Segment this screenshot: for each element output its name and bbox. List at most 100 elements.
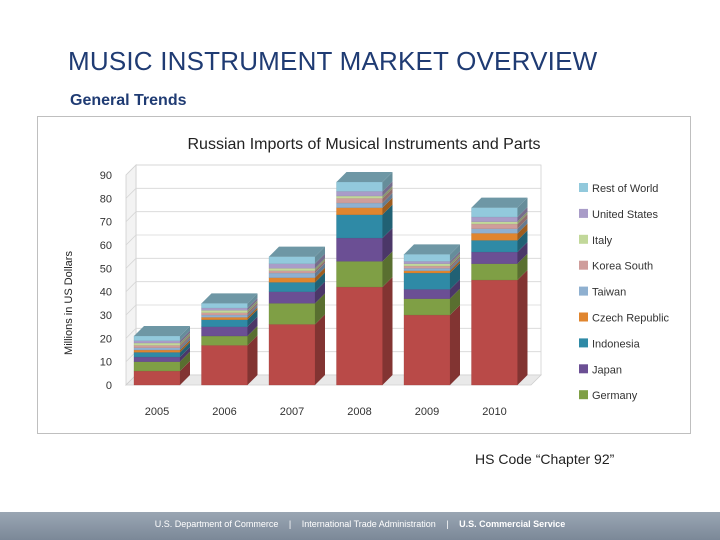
bar-top bbox=[404, 244, 460, 255]
bar-side bbox=[450, 260, 460, 273]
bar-side bbox=[247, 302, 258, 315]
bar-side bbox=[517, 253, 528, 280]
bar-side bbox=[382, 197, 393, 215]
bar-side bbox=[517, 197, 528, 217]
bar-top bbox=[134, 326, 190, 336]
hs-code-note: HS Code “Chapter 92” bbox=[475, 451, 615, 467]
bar-side bbox=[382, 228, 393, 262]
y-tick-label: 70 bbox=[100, 217, 112, 229]
x-tick-label: 2005 bbox=[145, 406, 169, 418]
y-tick-label: 20 bbox=[100, 333, 112, 345]
bar bbox=[336, 181, 383, 192]
legend-swatch bbox=[579, 183, 588, 192]
legend-swatch bbox=[579, 312, 588, 322]
footer-department: U.S. Department of Commerce bbox=[154, 519, 279, 529]
bar-side bbox=[382, 188, 393, 203]
bar-side bbox=[180, 326, 190, 341]
bar-side bbox=[315, 253, 325, 269]
bar-side bbox=[517, 211, 528, 224]
gridline bbox=[125, 211, 541, 222]
bar bbox=[268, 324, 316, 386]
y-tick-label: 0 bbox=[106, 380, 112, 392]
bar-side bbox=[450, 258, 460, 271]
bar bbox=[471, 228, 518, 234]
bar bbox=[403, 263, 451, 267]
x-tick-label: 2006 bbox=[212, 406, 236, 418]
legend-item: Taiwan bbox=[579, 286, 626, 299]
chart: Russian Imports of Musical Instruments a… bbox=[63, 136, 670, 418]
bar-side bbox=[315, 246, 325, 264]
bar-side bbox=[315, 314, 325, 385]
y-axis-label: Millions in US Dollars bbox=[63, 251, 75, 355]
bar-side bbox=[180, 340, 190, 353]
bar-side bbox=[180, 335, 190, 348]
bar bbox=[133, 349, 181, 353]
y-tick-label: 90 bbox=[100, 170, 112, 182]
gridline bbox=[125, 234, 541, 246]
bar bbox=[268, 282, 316, 292]
x-tick-label: 2010 bbox=[482, 406, 506, 418]
footer-commercial-service: U.S. Commercial Service bbox=[459, 519, 566, 529]
bar-side bbox=[247, 309, 258, 327]
bar bbox=[403, 268, 451, 271]
legend-item: Rest of World bbox=[579, 183, 658, 195]
bar-side bbox=[382, 181, 393, 196]
bar bbox=[201, 335, 248, 346]
bar bbox=[201, 307, 248, 311]
bar-side bbox=[315, 293, 325, 325]
legend-item: Korea South bbox=[579, 260, 653, 273]
gridline bbox=[125, 164, 541, 176]
x-tick-label: 2007 bbox=[280, 406, 304, 418]
bar-side bbox=[247, 316, 258, 336]
bar-side bbox=[247, 326, 258, 346]
legend-item: Japan bbox=[579, 364, 622, 376]
legend-item: United States bbox=[579, 208, 659, 221]
bar bbox=[268, 256, 316, 264]
bar-side bbox=[382, 193, 393, 208]
legend: Rest of World United States Italy Korea Sou… bbox=[579, 183, 670, 402]
bar bbox=[403, 298, 451, 316]
bar bbox=[201, 303, 248, 309]
bar-top bbox=[269, 246, 325, 257]
bar-stack-2007 bbox=[268, 246, 325, 386]
y-tick-label: 60 bbox=[100, 240, 112, 252]
bar-side bbox=[517, 230, 528, 252]
bar bbox=[268, 272, 316, 278]
bar-side bbox=[247, 307, 258, 320]
bar-stack-2010 bbox=[471, 197, 528, 386]
bar bbox=[403, 289, 451, 299]
bar-top bbox=[201, 293, 258, 304]
bar bbox=[471, 279, 518, 386]
bar bbox=[268, 303, 316, 325]
legend-label: Czech Republic bbox=[592, 313, 670, 325]
bar bbox=[403, 314, 451, 386]
y-tick-label: 30 bbox=[100, 310, 112, 322]
bar bbox=[201, 345, 248, 386]
bar-side bbox=[517, 270, 528, 385]
bar bbox=[133, 340, 181, 344]
bar-side bbox=[382, 251, 393, 287]
bar bbox=[133, 347, 181, 351]
bar-side bbox=[247, 300, 258, 313]
footer-text: U.S. Department of Commerce | Internatio… bbox=[0, 519, 720, 529]
bar-side bbox=[180, 337, 190, 350]
legend-label: Taiwan bbox=[592, 287, 626, 299]
bar-side bbox=[450, 279, 460, 299]
bar bbox=[201, 326, 248, 337]
legend-swatch bbox=[579, 364, 588, 374]
bar-side bbox=[450, 263, 460, 290]
footer-separator: | bbox=[288, 519, 292, 529]
bar-side bbox=[315, 263, 325, 278]
bar-top bbox=[336, 172, 393, 182]
bar bbox=[471, 223, 518, 229]
bar bbox=[201, 310, 248, 313]
y-tick-labels: 0 10 20 30 40 50 60 70 80 90 bbox=[100, 170, 112, 392]
footer-separator: | bbox=[446, 519, 449, 529]
legend-swatch bbox=[579, 286, 588, 296]
y-tick-label: 10 bbox=[100, 357, 112, 369]
legend-label: Germany bbox=[592, 390, 638, 402]
bar-side bbox=[450, 244, 460, 262]
legend-label: Rest of World bbox=[592, 183, 658, 195]
y-tick-label: 40 bbox=[100, 287, 112, 299]
legend-label: Korea South bbox=[592, 261, 653, 273]
